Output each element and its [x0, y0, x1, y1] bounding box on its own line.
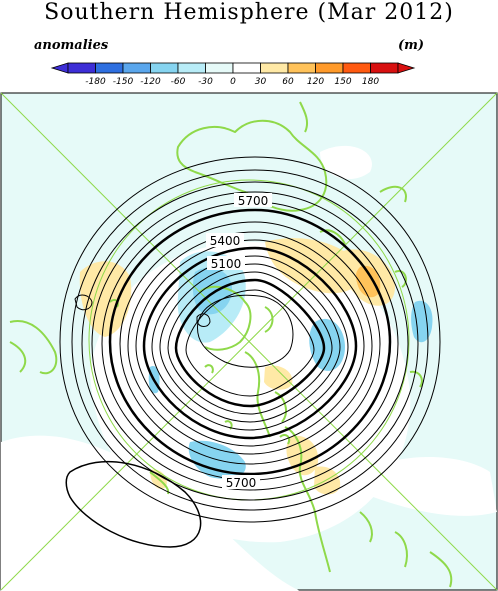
colorbar-tick-label: -60 — [171, 77, 186, 87]
hemisphere-map: 5700 5400 5100 5700 — [0, 92, 498, 591]
contour-label: 5400 — [210, 234, 241, 248]
height-contours — [59, 156, 441, 548]
contour-5700 — [108, 208, 392, 476]
contour-south-loop — [65, 460, 202, 548]
colorbar-swatch — [150, 62, 179, 74]
colorbar: -180 -150 -120 -60 -30 0 30 60 120 150 180 — [50, 62, 416, 87]
colorbar-swatch — [232, 62, 261, 74]
colorbar-swatch — [67, 62, 96, 74]
colorbar-tick-label: 60 — [282, 77, 294, 87]
colorbar-swatch — [95, 62, 124, 74]
colorbar-tick-label: 120 — [307, 77, 324, 87]
colorbar-swatch — [370, 62, 399, 74]
contour-label: 5700 — [238, 194, 269, 208]
colorbar-tick-label: -150 — [113, 77, 134, 87]
colorbar-left-label: anomalies — [34, 38, 109, 53]
negative-anomaly-regions — [148, 251, 433, 479]
colorbar-swatch — [122, 62, 151, 74]
colorbar-swatch — [260, 62, 289, 74]
contour-outer — [59, 156, 441, 523]
colorbar-tick-label: -30 — [198, 77, 213, 87]
colorbar-swatch — [342, 62, 371, 74]
contour-labels: 5700 5400 5100 5700 — [206, 193, 272, 490]
colorbar-tick-label: 0 — [230, 77, 236, 87]
colorbar-tick-label: -180 — [85, 77, 106, 87]
contour-5400 — [142, 246, 358, 440]
colorbar-max-arrow — [397, 62, 416, 74]
chart-title: Southern Hemisphere (Mar 2012) — [44, 0, 454, 25]
positive-anomaly-regions — [79, 238, 395, 495]
contour-label: 5100 — [211, 257, 242, 271]
colorbar-tick-label: 150 — [334, 77, 351, 87]
colorbar-swatch — [205, 62, 234, 74]
colorbar-right-label: (m) — [398, 38, 425, 53]
colorbar-tick-label: 30 — [255, 77, 267, 87]
colorbar-tick-label: -120 — [140, 77, 161, 87]
colorbar-swatch — [287, 62, 316, 74]
colorbar-swatch — [177, 62, 206, 74]
colorbar-min-arrow — [50, 62, 69, 74]
colorbar-swatch — [315, 62, 344, 74]
contour-5100 — [174, 278, 326, 408]
colorbar-tick-label: 180 — [362, 77, 379, 87]
contour-label: 5700 — [226, 476, 257, 490]
coastlines — [9, 101, 453, 588]
